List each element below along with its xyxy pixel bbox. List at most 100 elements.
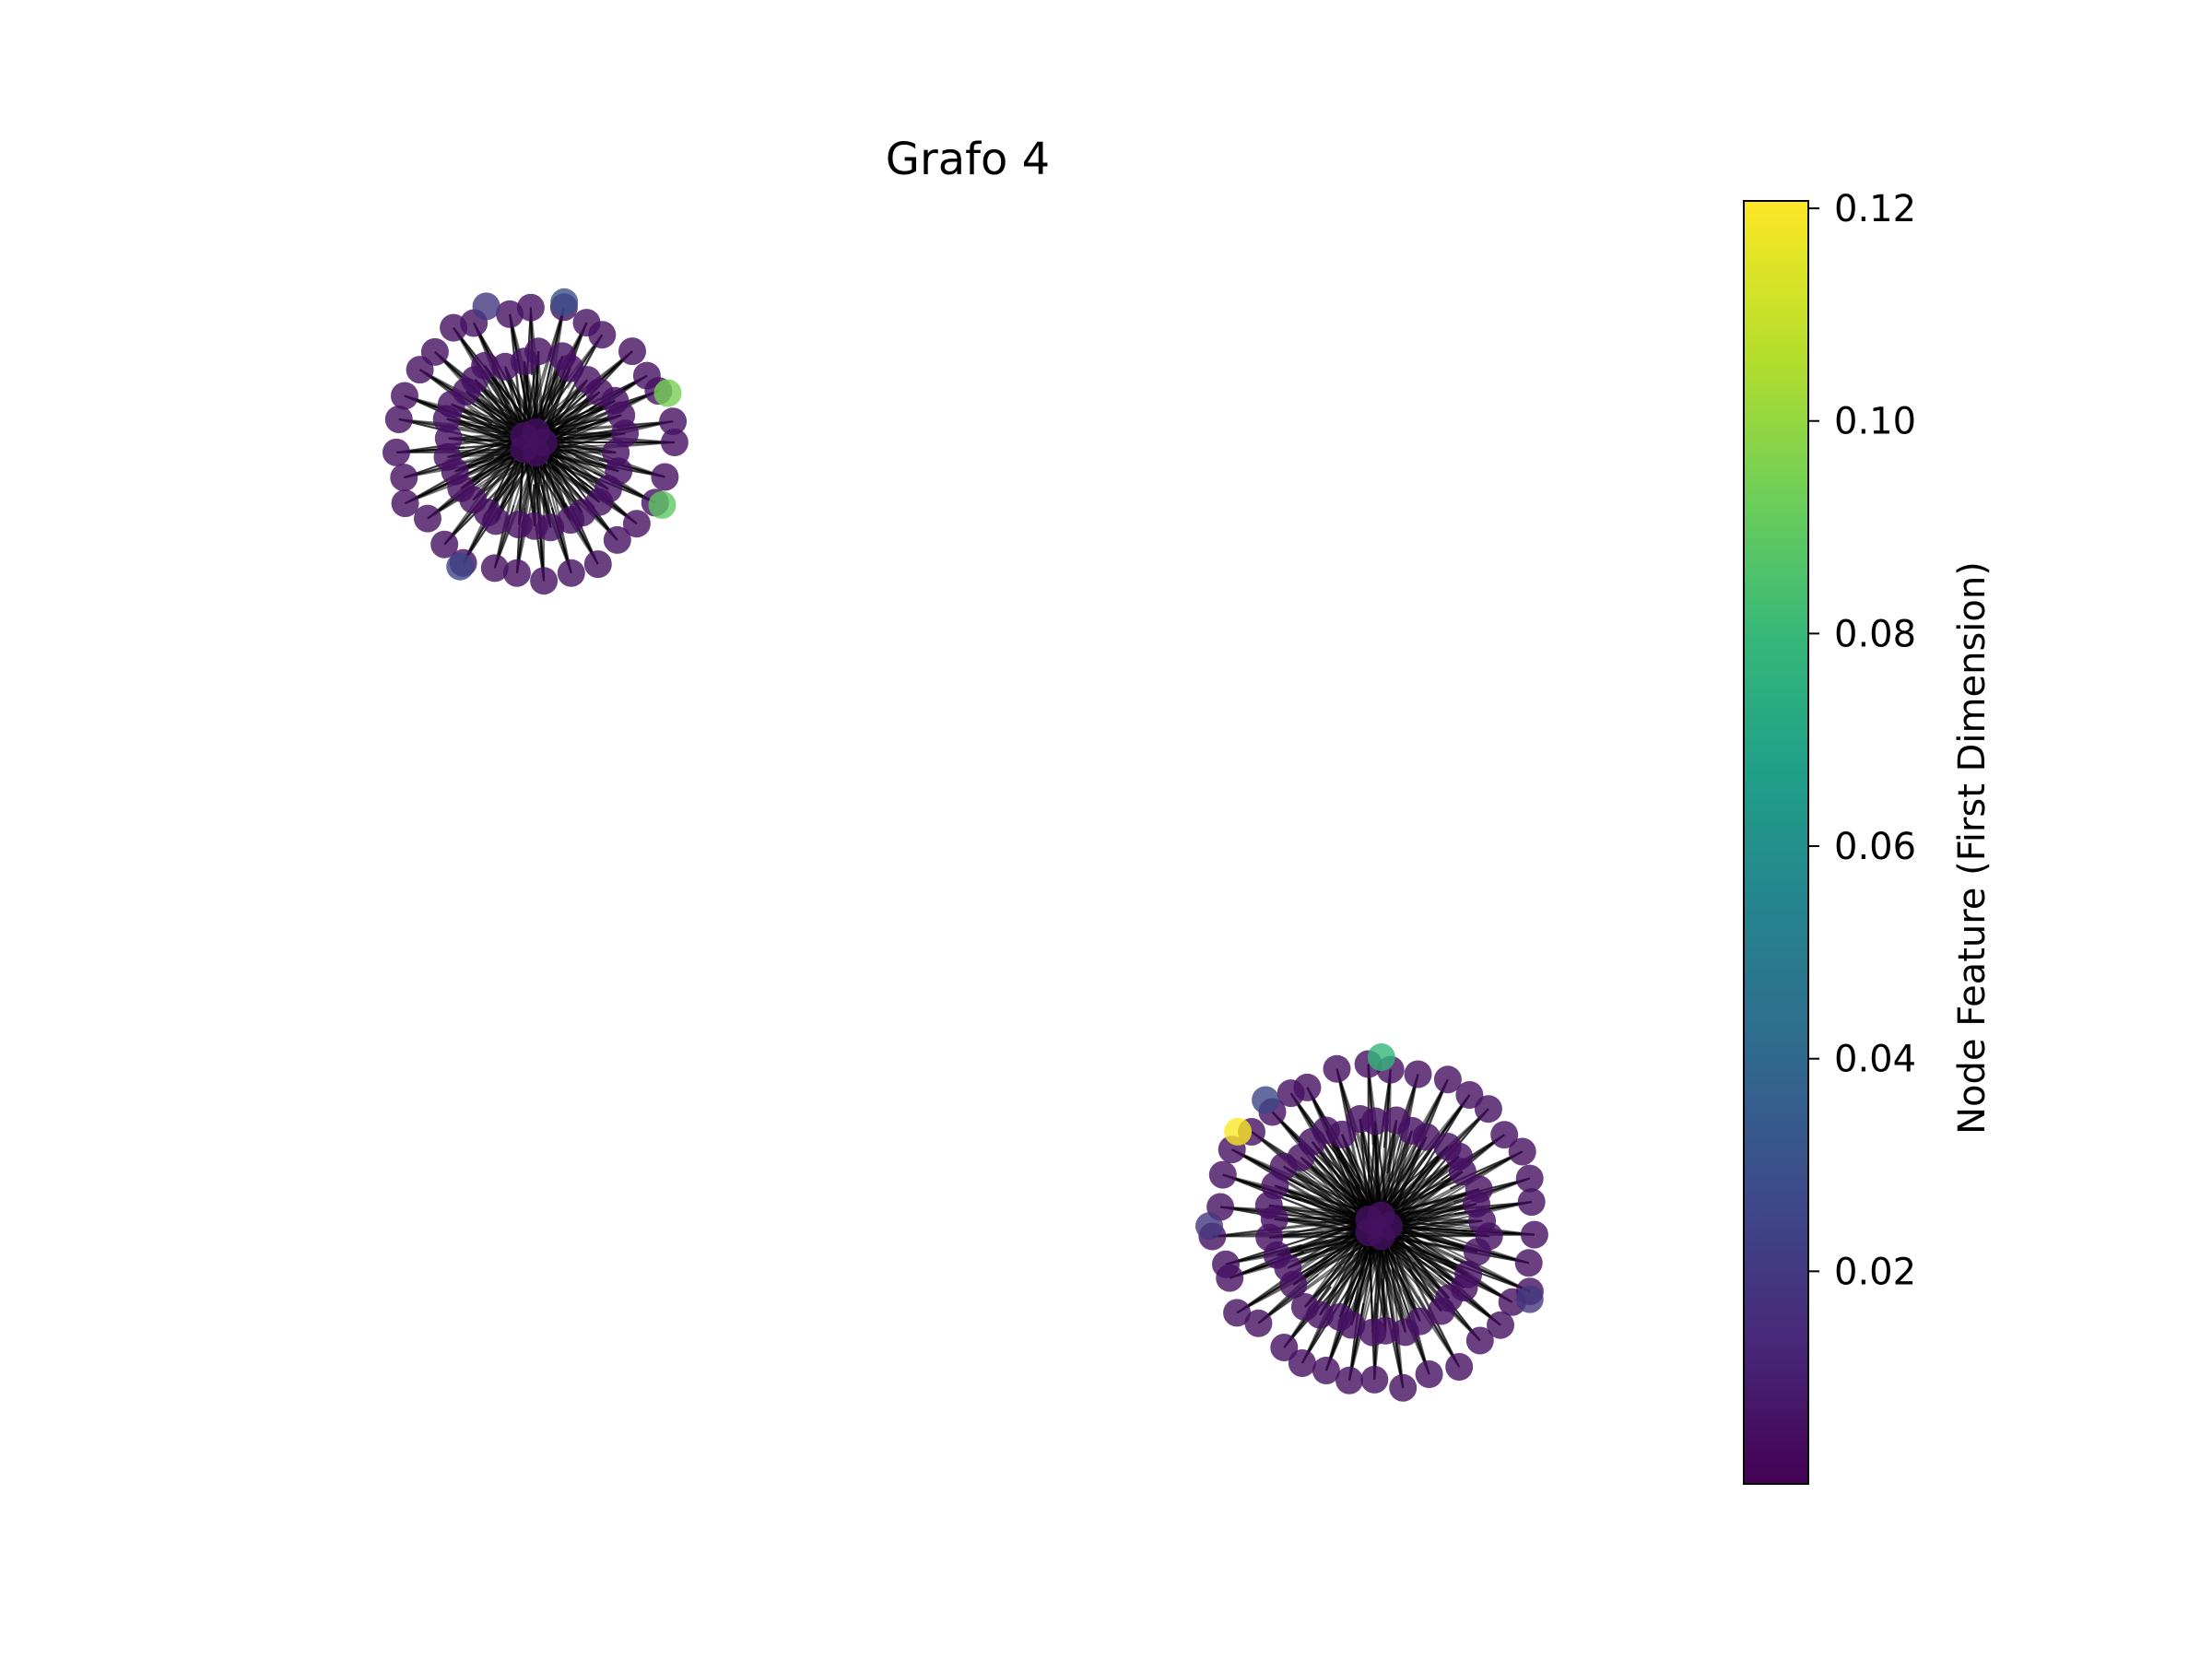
graph-node [603, 525, 631, 554]
graph-node [1468, 1206, 1497, 1235]
graph-edge [1368, 1094, 1471, 1220]
graph-node [611, 419, 640, 448]
graph-edge [1377, 1225, 1535, 1236]
graph-node [1445, 1353, 1474, 1381]
graph-node [651, 463, 679, 491]
graph-node [1270, 1334, 1299, 1361]
graph-edge [395, 448, 524, 453]
graph-edge [1219, 1206, 1370, 1234]
graph-node [1290, 1293, 1319, 1321]
graph-node-highlighted [1224, 1117, 1253, 1146]
graph-edge [1324, 1225, 1379, 1371]
graph-edge [1271, 1111, 1371, 1233]
colorbar-label: Node Feature (First Dimension) [1951, 561, 1994, 1135]
graph-edge [532, 441, 638, 524]
graph-edge [1373, 1225, 1379, 1380]
graph-edge [1348, 1225, 1379, 1381]
graph-edge [1212, 1231, 1370, 1238]
graph-node [502, 559, 531, 587]
graph-node [1463, 1238, 1491, 1266]
graph-edge [1377, 1225, 1501, 1326]
graph-edge [1377, 1225, 1529, 1265]
graph-edge [405, 452, 537, 505]
graph-node-highlighted [653, 379, 682, 407]
graph-edge [1306, 1087, 1379, 1227]
graph-edge [443, 452, 537, 546]
graph-node [1325, 1303, 1354, 1331]
graph-edge [1388, 1225, 1405, 1388]
graph-node [1455, 1081, 1484, 1109]
graph-edge [1381, 1177, 1530, 1217]
graph-edge [1236, 1225, 1379, 1314]
graph-node [557, 559, 585, 587]
graph-node [1323, 1054, 1351, 1083]
graph-hub-node [1367, 1201, 1395, 1230]
graph-edge [1306, 1087, 1379, 1227]
graph-node [1312, 1357, 1340, 1384]
graph-edge [532, 441, 638, 524]
graph-node-highlighted [1195, 1212, 1223, 1241]
graph-edge [1289, 1092, 1371, 1220]
graph-edge [1381, 1150, 1524, 1217]
graph-edge [1368, 1121, 1376, 1219]
graph-edge [473, 323, 525, 437]
graph-edge [1301, 1235, 1382, 1364]
graph-node [1328, 1120, 1357, 1148]
graph-edge [523, 322, 588, 437]
graph-node [1391, 1318, 1419, 1347]
graph-edge [1271, 1111, 1379, 1227]
graph-edge [1271, 1111, 1379, 1227]
graph-edge [1236, 1225, 1379, 1314]
graph-edge [532, 441, 638, 524]
graph-edge [434, 351, 525, 450]
graph-edge [509, 313, 525, 437]
graph-edge [395, 441, 534, 453]
graph-layer [382, 288, 1548, 1402]
graph-edge [1377, 1069, 1392, 1227]
graph-hub-node [522, 418, 550, 446]
graph-edge [1377, 1225, 1501, 1326]
graph-edge [1377, 1225, 1513, 1303]
graph-node [420, 337, 449, 366]
colorbar-tick-label: 0.04 [1834, 1039, 1916, 1081]
graph-edge [1377, 1134, 1505, 1227]
graph-edge [1222, 1173, 1379, 1227]
graph-node [1412, 1123, 1441, 1151]
graph-node [391, 489, 419, 518]
colorbar [1743, 200, 1809, 1485]
graph-edge [1368, 1069, 1392, 1220]
graph-node [1490, 1121, 1519, 1149]
graph-node [1415, 1360, 1443, 1388]
graph-edge [1304, 1235, 1382, 1308]
colorbar-tick-label: 0.06 [1834, 826, 1916, 868]
graph-node [583, 550, 612, 579]
graph-edge [1271, 1111, 1379, 1227]
graph-edge [1271, 1111, 1379, 1227]
graph-edge [1377, 1225, 1529, 1265]
graph-node [1288, 1349, 1316, 1377]
graph-node [504, 511, 533, 539]
graph-node [1361, 1107, 1389, 1135]
graph-node [1244, 1309, 1273, 1337]
graph-edge [1231, 1148, 1370, 1233]
graph-node [530, 567, 559, 595]
graph-edge [1377, 1177, 1530, 1227]
graph-node [1487, 1311, 1514, 1339]
graph-edge [1377, 1225, 1531, 1293]
graph-edge [1377, 1108, 1489, 1227]
graph-edge [1268, 1204, 1370, 1234]
graph-edge [1377, 1225, 1535, 1236]
graph-edge [1306, 1087, 1379, 1227]
graph-edge [1222, 1173, 1370, 1234]
graph-edge [532, 441, 638, 524]
graph-edge [1324, 1225, 1379, 1371]
graph-edge [1229, 1225, 1379, 1279]
graph-node [390, 464, 418, 492]
graph-node-highlighted [1367, 1043, 1395, 1071]
graph-node [524, 337, 553, 366]
graph-node-highlighted [1515, 1285, 1544, 1313]
graph-edge [532, 350, 633, 443]
graph-edge [1231, 1148, 1379, 1227]
graph-edge [1236, 1225, 1379, 1314]
graph-node [1433, 1065, 1462, 1094]
